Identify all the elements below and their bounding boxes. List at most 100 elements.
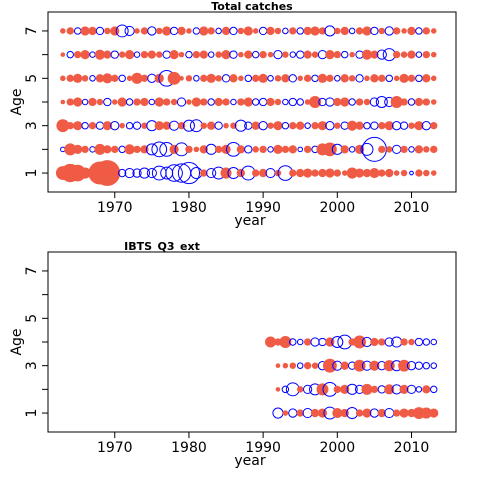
bubble: [81, 121, 89, 130]
x-tick-label: 1990: [245, 200, 281, 216]
bubble: [392, 409, 401, 417]
bubble: [281, 145, 290, 154]
bubble: [317, 121, 328, 131]
bubble: [154, 97, 164, 107]
bubble: [340, 361, 349, 370]
bubble: [430, 338, 438, 346]
bubble: [422, 74, 431, 83]
bubble: [199, 26, 209, 36]
bubble: [111, 145, 119, 154]
bubble: [273, 144, 283, 154]
x-tick-label: 1980: [171, 440, 207, 456]
bubble: [355, 74, 364, 83]
bubble: [215, 75, 222, 82]
bubble: [414, 97, 424, 107]
bubble: [206, 73, 216, 83]
y-tick-label: 1: [24, 409, 40, 418]
bubble: [384, 121, 394, 131]
bubble: [131, 72, 143, 84]
bubble: [275, 387, 281, 392]
bubble: [251, 98, 260, 106]
bubble: [340, 26, 349, 36]
bubble: [118, 51, 126, 58]
bubble: [303, 50, 312, 59]
y-tick-label: 5: [24, 74, 40, 83]
bubble: [364, 75, 370, 82]
bubble: [362, 408, 372, 418]
bubble: [325, 97, 335, 107]
bubble: [422, 27, 431, 35]
bubble: [281, 74, 290, 83]
bubble: [407, 74, 416, 82]
bubble: [334, 122, 341, 129]
bubble: [430, 122, 438, 130]
bubble: [214, 97, 223, 107]
bubble: [243, 26, 253, 36]
bubble: [348, 75, 356, 82]
bubble: [73, 144, 83, 154]
bubble: [384, 26, 394, 36]
bubble: [189, 119, 203, 133]
bubble: [238, 51, 244, 58]
bubble: [267, 146, 274, 153]
bubble: [169, 50, 179, 60]
bubble: [414, 121, 424, 131]
bubble: [310, 408, 320, 418]
bubble: [332, 407, 343, 419]
bubble: [282, 51, 289, 58]
bubble: [221, 144, 231, 154]
bubble: [310, 337, 320, 347]
bubble: [186, 28, 192, 34]
bubble: [281, 121, 290, 130]
bubble: [230, 98, 237, 106]
bubble: [177, 161, 201, 185]
bubble: [133, 51, 141, 58]
bubble: [407, 26, 416, 36]
bubble: [303, 26, 312, 36]
bubble: [392, 27, 401, 35]
bubble: [392, 144, 402, 155]
bubble: [282, 98, 289, 106]
bubble: [162, 121, 171, 130]
bubble: [110, 26, 120, 36]
bubble: [414, 337, 424, 347]
bubble: [215, 27, 222, 35]
bubble: [340, 74, 349, 83]
bubble: [200, 122, 208, 129]
bubble: [420, 407, 432, 419]
bubble: [429, 408, 439, 418]
bubble: [355, 121, 364, 130]
bubble: [185, 75, 193, 82]
bubble: [176, 97, 187, 107]
x-tick-label: 2010: [394, 200, 430, 216]
bubble: [133, 145, 141, 154]
bubble: [273, 49, 283, 60]
bubble: [296, 386, 304, 393]
bubble: [265, 336, 277, 348]
bubble: [363, 121, 371, 130]
bubble: [400, 51, 408, 58]
bubble: [252, 28, 259, 34]
bubble: [103, 145, 112, 154]
bubble: [102, 121, 112, 131]
bubble: [118, 145, 126, 154]
bubble: [267, 122, 274, 129]
bubble: [333, 97, 342, 107]
bubble: [289, 51, 297, 58]
bubble: [117, 97, 127, 107]
bubble: [112, 99, 118, 105]
bubble: [170, 98, 178, 106]
bubble: [192, 27, 201, 35]
bubble: [244, 145, 253, 154]
bubble: [296, 27, 304, 35]
bubble: [258, 73, 268, 83]
bubble: [422, 385, 431, 394]
bubble: [377, 408, 386, 418]
bubble: [369, 97, 380, 107]
bubble: [384, 337, 394, 347]
bubble: [326, 74, 334, 82]
chart-title: IBTS_Q3_ext: [124, 240, 200, 253]
bubble: [346, 167, 358, 179]
bubble: [60, 99, 66, 105]
bubble: [288, 408, 298, 418]
